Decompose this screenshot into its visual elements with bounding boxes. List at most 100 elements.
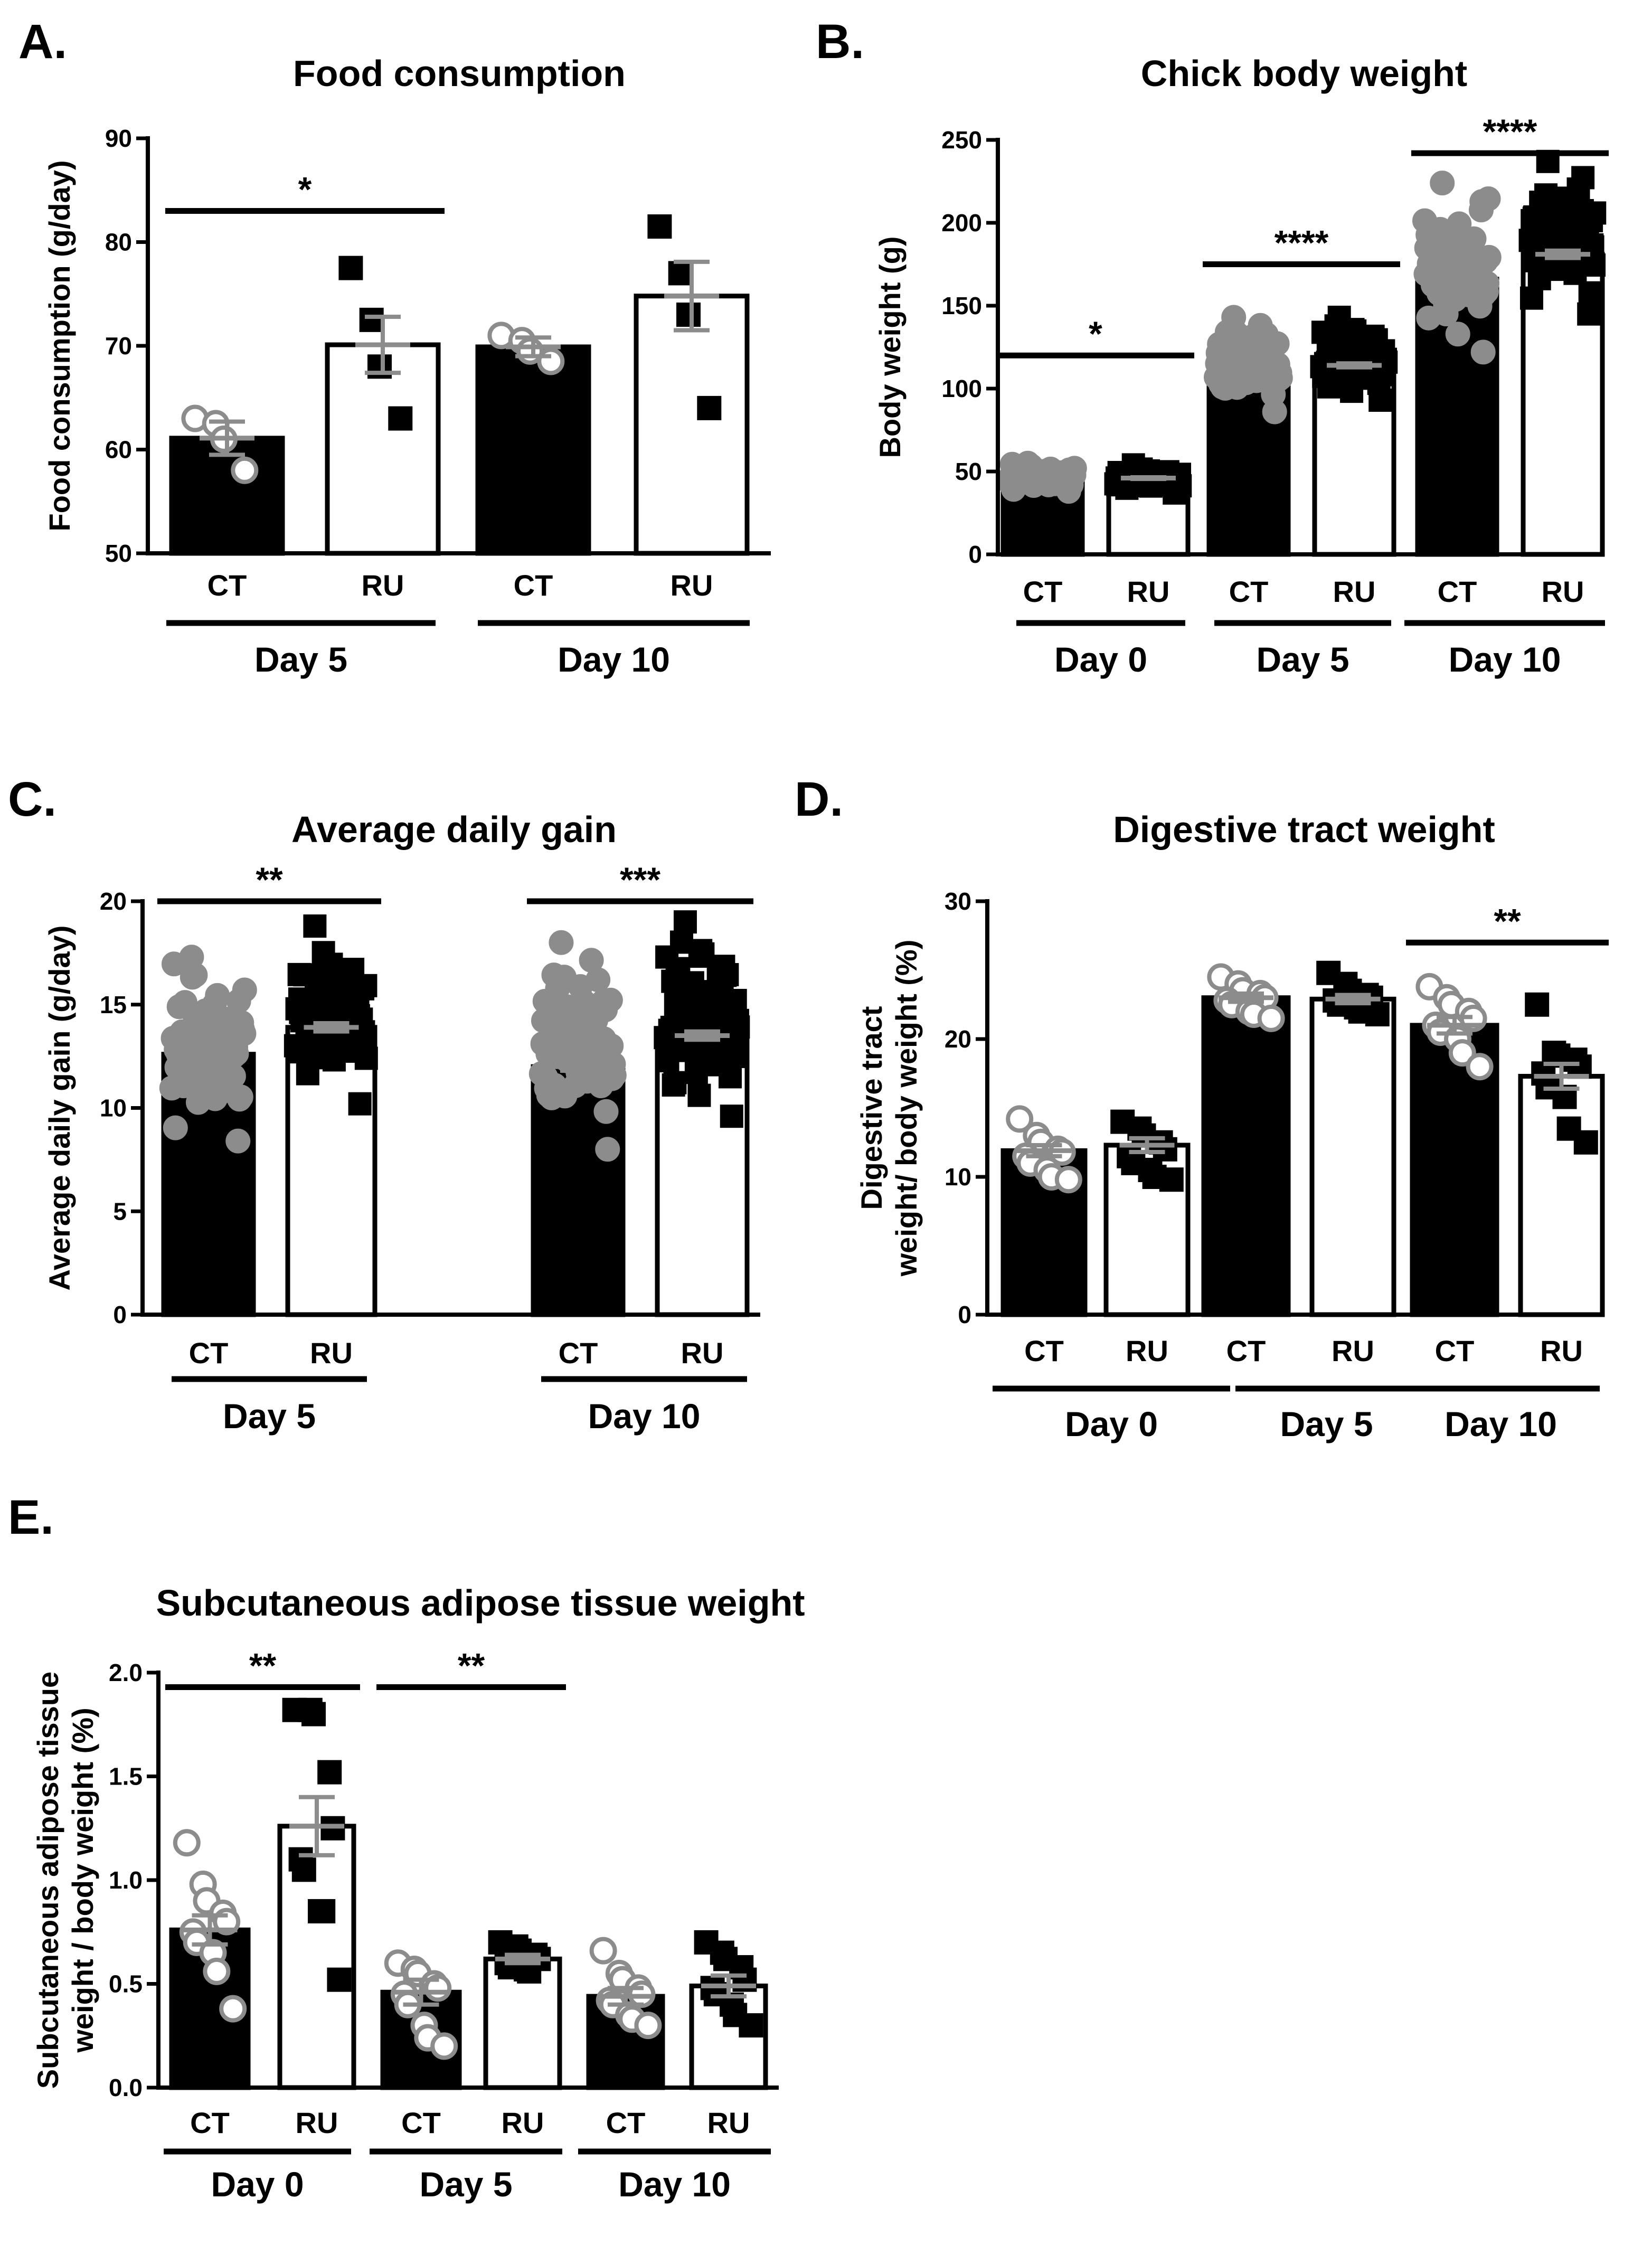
data-point-ru: [668, 994, 692, 1018]
data-point-ct: [1432, 286, 1458, 312]
data-point-ct: [1445, 322, 1470, 347]
data-point-ct: [1054, 1166, 1082, 1194]
y-tick-label: 15: [100, 991, 127, 1018]
bar: [1201, 995, 1291, 1317]
group-label: Day 10: [1445, 1404, 1557, 1443]
y-axis-label: Subcutaneous adipose tissue: [31, 1672, 64, 2089]
data-point-ct: [587, 1037, 612, 1063]
x-category-label: RU: [681, 1336, 724, 1370]
group-label: Day 5: [223, 1396, 316, 1436]
data-point-ct: [589, 1937, 617, 1965]
panel-d: D. Digestive tract weight Digestive tract w…: [795, 772, 1609, 1443]
y-tick-label: 10: [945, 1163, 971, 1191]
y-tick-label: 1.0: [109, 1866, 143, 1894]
y-tick-label: 100: [941, 375, 982, 402]
x-category-label: CT: [1435, 1334, 1475, 1367]
data-point-ru: [718, 1065, 742, 1089]
data-point-ru: [388, 406, 413, 431]
y-tick-label: 50: [105, 540, 132, 567]
panel-e: E. Subcutaneous adipose tissue weight Subc…: [8, 1490, 805, 2204]
group-label: Day 5: [419, 2165, 512, 2204]
significance-label: **: [1494, 901, 1521, 940]
data-point-ru: [684, 1061, 708, 1084]
data-point-ru: [1361, 324, 1385, 348]
data-point-ct: [538, 1009, 563, 1035]
data-point-ru: [1573, 1130, 1598, 1155]
data-point-ru: [1368, 388, 1392, 412]
x-category-label: RU: [1540, 1334, 1583, 1367]
data-point-ct: [1015, 450, 1041, 476]
data-point-ct: [549, 930, 574, 955]
group-label: Day 5: [1256, 640, 1349, 679]
chart-title: Chick body weight: [1141, 53, 1467, 94]
data-point-ct: [219, 1995, 247, 2023]
x-category-label: CT: [190, 2106, 230, 2139]
x-category-label: CT: [514, 569, 553, 602]
data-point-ru: [311, 1899, 336, 1923]
data-point-ru: [1327, 305, 1351, 329]
y-tick-label: 80: [105, 229, 132, 256]
y-tick-label: 5: [113, 1197, 127, 1225]
bar: [475, 344, 591, 556]
x-category-label: RU: [502, 2106, 544, 2139]
x-category-label: CT: [1229, 575, 1269, 608]
y-tick-label: 0.0: [109, 2074, 143, 2101]
data-point-ru: [1529, 191, 1553, 214]
data-point-ru: [693, 986, 716, 1010]
x-category-label: CT: [1438, 575, 1477, 608]
data-point-ct: [598, 987, 623, 1013]
group-label: Day 5: [254, 640, 347, 679]
data-point-ct: [163, 1115, 188, 1140]
data-point-ct: [1476, 186, 1501, 211]
panel-b: B. Chick body weight Body weight (g) 0 50 100…: [816, 15, 1609, 679]
data-point-ru: [712, 955, 735, 978]
group-label: Day 10: [558, 640, 670, 679]
data-point-ct: [171, 1073, 196, 1099]
data-point-ru: [1519, 286, 1543, 310]
significance-label: **: [249, 1646, 277, 1685]
data-point-ru: [739, 2013, 763, 2038]
data-point-ru: [314, 959, 337, 983]
data-point-ru: [665, 957, 689, 980]
x-category-label: CT: [189, 1336, 229, 1370]
data-point-ct: [1447, 211, 1472, 237]
data-point-ru: [1320, 325, 1344, 349]
data-point-ru: [298, 988, 322, 1012]
data-point-ct: [1470, 339, 1496, 365]
data-point-ru: [1313, 357, 1337, 381]
bar: [1309, 996, 1396, 1317]
data-point-ct: [180, 965, 205, 990]
x-category-label: RU: [1333, 575, 1376, 608]
y-axis-label: Digestive tract: [855, 1006, 888, 1210]
x-category-label: RU: [1127, 575, 1170, 608]
data-point-ru: [1571, 166, 1595, 190]
data-point-ct: [1430, 171, 1455, 196]
significance-label: ***: [620, 860, 660, 899]
bar: [1518, 1073, 1605, 1317]
y-tick-label: 1.5: [109, 1763, 143, 1790]
data-point-ru: [291, 1857, 316, 1882]
data-point-ct: [1466, 1053, 1494, 1081]
data-point-ru: [301, 1702, 326, 1726]
y-tick-label: 20: [100, 888, 127, 915]
x-category-label: CT: [606, 2106, 646, 2139]
y-tick-label: 0.5: [109, 1970, 143, 1998]
data-point-ct: [228, 1084, 253, 1110]
panel-c: C. Average daily gain Average daily gain (…: [8, 772, 760, 1436]
group-label: Day 0: [1054, 640, 1147, 679]
panel-label: B.: [816, 15, 864, 69]
data-point-ru: [663, 1071, 687, 1094]
y-tick-label: 70: [105, 332, 132, 360]
x-category-label: CT: [401, 2106, 441, 2139]
data-point-ru: [322, 979, 345, 1003]
data-point-ct: [430, 2032, 458, 2060]
data-point-ru: [317, 1760, 342, 1785]
significance-label: *: [298, 170, 312, 209]
data-point-ru: [1337, 370, 1361, 393]
chart-title: Digestive tract weight: [1113, 809, 1495, 850]
significance-label: ****: [1275, 223, 1329, 262]
data-point-ru: [338, 256, 363, 280]
x-category-label: RU: [1542, 575, 1584, 608]
data-point-ru: [1553, 214, 1577, 238]
